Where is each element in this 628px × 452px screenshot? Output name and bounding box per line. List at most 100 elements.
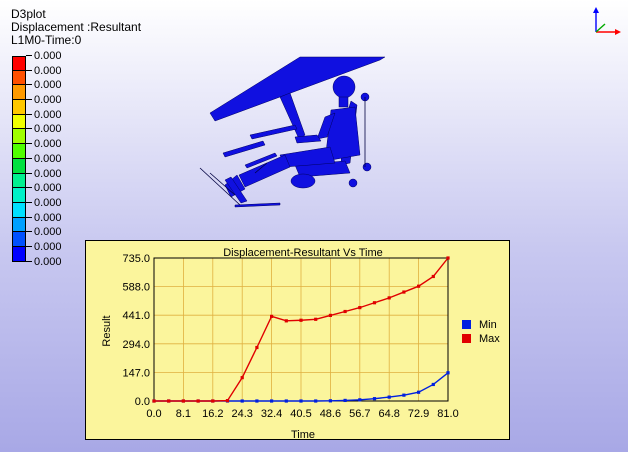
viewer-header: D3plot Displacement :Resultant L1M0-Time…: [11, 8, 141, 47]
legend-label: 0.000: [34, 123, 62, 136]
legend-row: 0.000: [12, 109, 92, 130]
legend-tick: [26, 143, 32, 145]
data-point-max: [181, 399, 185, 403]
y-tick-label: 0.0: [135, 396, 150, 408]
legend-tick: [26, 128, 32, 130]
legend-tick: [26, 55, 32, 56]
legend-marker-max: [462, 334, 471, 343]
data-point-max: [446, 256, 450, 260]
legend-row: 0.000: [12, 123, 92, 145]
legend-tick: [26, 216, 32, 218]
crash-dummy-model[interactable]: [195, 55, 395, 215]
dummy-upper-arm: [316, 112, 336, 140]
data-point-max: [372, 301, 377, 305]
legend-label: 0.000: [34, 240, 62, 253]
legend-entry-min: Min: [479, 319, 497, 331]
floor-strut: [244, 152, 278, 169]
x-tick-label: 48.6: [320, 408, 341, 420]
app-title: D3plot: [11, 7, 46, 21]
legend-tick: [26, 113, 32, 115]
sensor-2: [362, 162, 372, 172]
data-point-min: [299, 399, 303, 403]
data-point-max: [152, 399, 156, 403]
x-tick-label: 8.1: [176, 408, 191, 420]
legend-tick: [26, 69, 32, 71]
data-point-min: [446, 371, 450, 375]
legend-swatch: [12, 188, 26, 203]
data-point-min: [417, 390, 421, 394]
x-tick-label: 24.3: [231, 408, 252, 420]
legend-row: 0.000: [12, 153, 92, 174]
axes-triad: [588, 6, 622, 36]
data-point-min: [314, 399, 318, 403]
data-point-min: [240, 399, 244, 403]
dummy-neck: [338, 96, 349, 108]
legend-row: 0.000: [12, 79, 92, 101]
legend-label: 0.000: [34, 255, 62, 268]
data-point-min: [328, 399, 332, 403]
state-label: L1M0-Time:0: [11, 33, 82, 47]
legend-row: 0.000: [12, 94, 92, 115]
x-tick-label: 40.5: [290, 408, 311, 420]
legend-tick: [26, 260, 32, 262]
sensor-3: [348, 178, 358, 188]
legend-tick: [26, 172, 32, 174]
wheel-hub: [290, 173, 316, 189]
data-point-min: [387, 395, 391, 399]
x-tick-label: 56.7: [349, 408, 370, 420]
y-tick-label: 735.0: [122, 253, 150, 265]
x-tick-label: 32.4: [261, 408, 282, 420]
legend-tick: [26, 84, 32, 86]
graph-canvas: Displacement-Resultant Vs Time 0.0 8.1 16.…: [101, 247, 500, 441]
data-point-max: [167, 399, 171, 403]
data-point-max: [402, 290, 406, 294]
legend-row: 0.000: [12, 241, 92, 262]
legend-label: 0.000: [34, 138, 62, 151]
data-point-max: [417, 284, 421, 288]
time-history-graph[interactable]: Displacement-Resultant Vs Time 0.0 8.1 16.…: [85, 240, 510, 441]
roof-panel: [209, 56, 386, 122]
legend-row: 0.000: [12, 168, 92, 189]
legend-label: 0.000: [34, 94, 62, 107]
data-point-max: [387, 296, 391, 300]
pedal: [224, 176, 248, 204]
legend-row: 0.000: [12, 50, 92, 71]
legend-swatch: [12, 114, 26, 130]
data-point-max: [358, 306, 362, 310]
legend-row: 0.000: [12, 226, 92, 247]
data-point-max: [328, 313, 332, 317]
steering-column: [249, 124, 298, 140]
legend-label: 0.000: [34, 108, 62, 121]
legend-label: 0.000: [34, 226, 62, 239]
data-point-max: [314, 317, 318, 321]
data-point-min: [358, 398, 362, 402]
legend-row: 0.000: [12, 212, 92, 233]
chart-ylabel: Result: [101, 315, 113, 346]
floor-plate: [234, 202, 281, 208]
data-point-min: [255, 399, 259, 403]
data-point-max: [299, 318, 303, 322]
legend-row: 0.000: [12, 197, 92, 218]
legend-swatch: [12, 129, 26, 145]
data-point-min: [402, 393, 406, 397]
legend-swatch: [12, 85, 26, 101]
data-point-max: [270, 314, 274, 318]
legend-tick: [26, 187, 32, 189]
legend-label: 0.000: [34, 196, 62, 209]
data-point-max: [211, 399, 215, 403]
legend-swatch: [12, 100, 26, 115]
y-tick-label: 441.0: [122, 310, 150, 322]
contour-legend: 0.000 0.000 0.000 0.000 0.000 0.000 0.000 0.000…: [12, 50, 92, 268]
legend-swatch: [12, 144, 26, 159]
legend-swatch: [12, 202, 26, 218]
data-point-max: [240, 376, 244, 380]
dummy-shin: [238, 154, 291, 188]
legend-row: 0.000: [12, 182, 92, 203]
dash-bar: [222, 140, 266, 158]
legend-row: 0.000: [12, 65, 92, 86]
data-point-min: [372, 397, 377, 401]
legend-label: 0.000: [34, 64, 62, 77]
legend-swatch: [12, 246, 26, 262]
legend-tick: [26, 231, 32, 233]
legend-row: 0.000: [12, 138, 92, 159]
